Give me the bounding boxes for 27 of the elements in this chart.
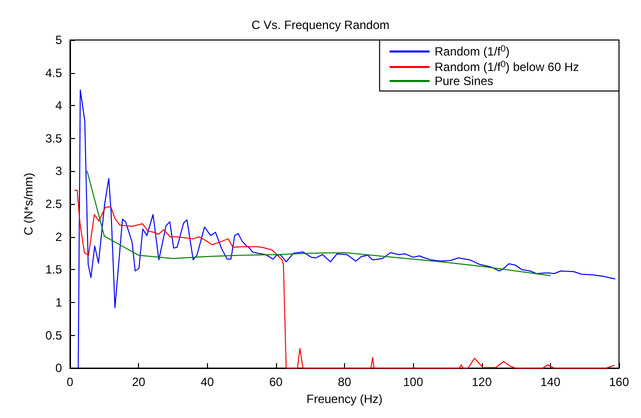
x-tick-label: 160 [608,375,630,390]
y-tick-label: 0 [55,361,62,376]
y-tick-label: 4.5 [45,66,62,80]
y-tick-label: 3.5 [45,131,62,146]
x-tick-label: 0 [66,375,74,390]
y-tick-label: 2 [55,230,62,244]
y-tick-label: 1.5 [45,262,62,277]
x-tick-label: 100 [403,375,424,390]
line-series [86,170,551,276]
x-axis-title: Freuency (Hz) [306,392,383,406]
x-tick-label: 80 [338,375,352,390]
y-tick-label: 0.5 [45,328,62,342]
chart-title: C Vs. Frequency Random [251,18,390,32]
y-tick-label: 2.5 [45,197,62,212]
x-tick-label: 40 [200,375,214,390]
y-tick-label: 1 [55,295,62,310]
line-series [78,89,616,369]
x-tick-label: 140 [540,375,561,390]
y-tick-label: 4 [55,98,62,113]
y-tick-label: 3 [55,164,62,178]
x-tick-label: 60 [269,375,283,390]
x-tick-label: 20 [132,375,146,390]
legend-label: Pure Sines [434,74,494,88]
x-tick-label: 120 [472,375,492,390]
y-axis-title: C (N*s/mm) [21,172,36,236]
line-series [74,190,615,369]
y-tick-label: 5 [55,33,62,47]
